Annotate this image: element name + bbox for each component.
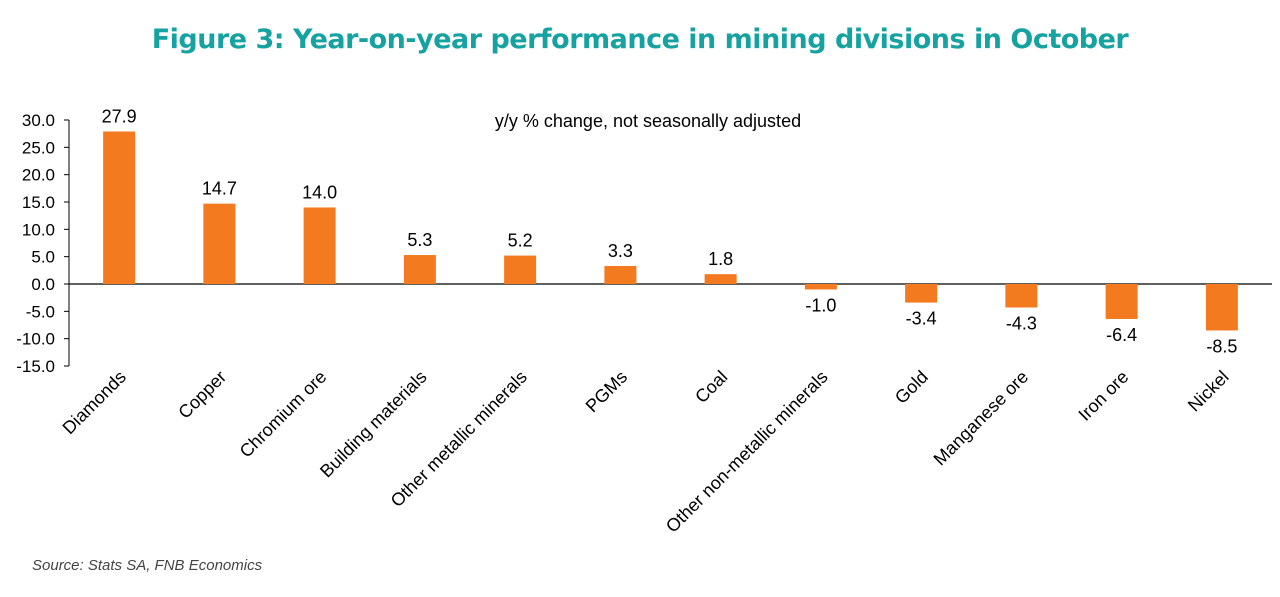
bar — [103, 131, 136, 284]
y-tick-label: 0.0 — [31, 275, 55, 294]
y-tick-label: -10.0 — [16, 330, 55, 349]
category-label: Nickel — [1184, 367, 1233, 416]
bar — [504, 255, 537, 284]
y-tick-label: 15.0 — [22, 193, 55, 212]
category-label: Other non-metallic minerals — [662, 367, 832, 537]
category-label: Copper — [174, 367, 230, 423]
bar — [1105, 284, 1138, 319]
bar — [905, 284, 938, 303]
y-tick-label: 25.0 — [22, 138, 55, 157]
bar — [604, 265, 637, 284]
data-label: 5.2 — [508, 231, 533, 251]
chart-subtitle: y/y % change, not seasonally adjusted — [495, 111, 801, 131]
category-label: Chromium ore — [236, 367, 331, 462]
category-label: Coal — [691, 367, 731, 407]
category-label: Gold — [891, 367, 932, 408]
category-label: Diamonds — [59, 367, 130, 438]
y-tick-label: 10.0 — [22, 220, 55, 239]
chart-title: Figure 3: Year-on-year performance in mi… — [151, 24, 1129, 55]
data-label: 1.8 — [708, 249, 733, 269]
bar — [403, 255, 436, 284]
y-tick-label: 20.0 — [22, 166, 55, 185]
bar — [804, 284, 837, 290]
y-tick-label: -15.0 — [16, 357, 55, 376]
data-label: 14.0 — [302, 182, 337, 202]
bar — [704, 274, 737, 284]
bar — [203, 203, 236, 284]
category-label: Iron ore — [1074, 367, 1132, 425]
category-label: PGMs — [582, 367, 632, 417]
bar — [1205, 284, 1238, 331]
bar — [303, 207, 336, 284]
bar — [1005, 284, 1038, 308]
category-label: Building materials — [316, 367, 431, 482]
category-label: Manganese ore — [930, 367, 1033, 470]
data-label: -8.5 — [1206, 336, 1237, 356]
data-label: 27.9 — [102, 106, 137, 126]
data-label: 5.3 — [407, 230, 432, 250]
data-label: 3.3 — [608, 241, 633, 261]
y-tick-label: 5.0 — [31, 248, 55, 267]
data-label: -1.0 — [805, 295, 836, 315]
y-tick-label: 30.0 — [22, 111, 55, 130]
data-label: 14.7 — [202, 179, 237, 199]
y-tick-label: -5.0 — [26, 302, 55, 321]
source-note: Source: Stats SA, FNB Economics — [32, 557, 263, 574]
data-label: -3.4 — [906, 309, 937, 329]
data-label: -4.3 — [1006, 314, 1037, 334]
data-label: -6.4 — [1106, 325, 1137, 345]
